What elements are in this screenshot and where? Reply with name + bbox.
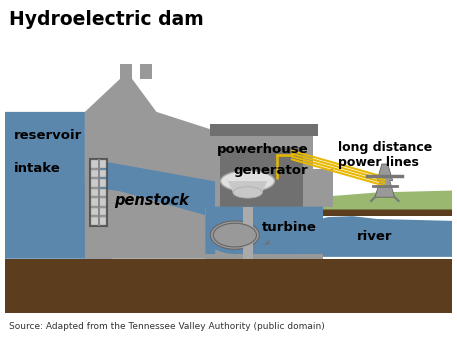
Text: Source: Adapted from the Tennessee Valley Authority (public domain): Source: Adapted from the Tennessee Valle… <box>10 322 325 330</box>
Text: long distance
power lines: long distance power lines <box>338 140 432 169</box>
Bar <box>91 179 106 187</box>
Text: Hydroelectric dam: Hydroelectric dam <box>10 11 204 30</box>
Bar <box>132 69 140 79</box>
Polygon shape <box>313 216 452 257</box>
Bar <box>98 159 100 226</box>
Ellipse shape <box>221 171 275 191</box>
Ellipse shape <box>210 221 260 249</box>
Bar <box>243 207 253 259</box>
Bar <box>91 170 106 177</box>
Polygon shape <box>98 159 269 211</box>
Bar <box>140 65 152 79</box>
Polygon shape <box>85 79 230 259</box>
Polygon shape <box>5 259 452 313</box>
Text: generator: generator <box>233 164 308 177</box>
Bar <box>91 198 106 206</box>
Polygon shape <box>235 244 298 254</box>
Polygon shape <box>206 207 323 254</box>
Text: river: river <box>357 231 393 243</box>
Polygon shape <box>323 209 452 216</box>
Text: powerhouse: powerhouse <box>217 143 308 156</box>
Polygon shape <box>206 207 323 259</box>
Bar <box>91 160 106 168</box>
Text: penstock: penstock <box>114 192 189 207</box>
Text: turbine: turbine <box>262 221 317 234</box>
Bar <box>91 217 106 225</box>
Ellipse shape <box>213 223 256 247</box>
Polygon shape <box>5 112 112 259</box>
Ellipse shape <box>233 187 262 198</box>
Text: reservoir: reservoir <box>14 129 83 142</box>
Bar <box>91 208 106 215</box>
Polygon shape <box>318 190 452 209</box>
Bar <box>215 136 313 259</box>
Polygon shape <box>100 162 266 208</box>
Bar <box>90 159 107 226</box>
Text: intake: intake <box>14 162 61 175</box>
Bar <box>120 65 132 79</box>
Polygon shape <box>228 181 267 192</box>
Polygon shape <box>375 164 394 197</box>
Bar <box>210 124 318 136</box>
Bar <box>313 169 333 207</box>
Bar <box>91 189 106 196</box>
Polygon shape <box>101 164 260 230</box>
Bar <box>220 147 303 249</box>
Ellipse shape <box>206 216 264 254</box>
